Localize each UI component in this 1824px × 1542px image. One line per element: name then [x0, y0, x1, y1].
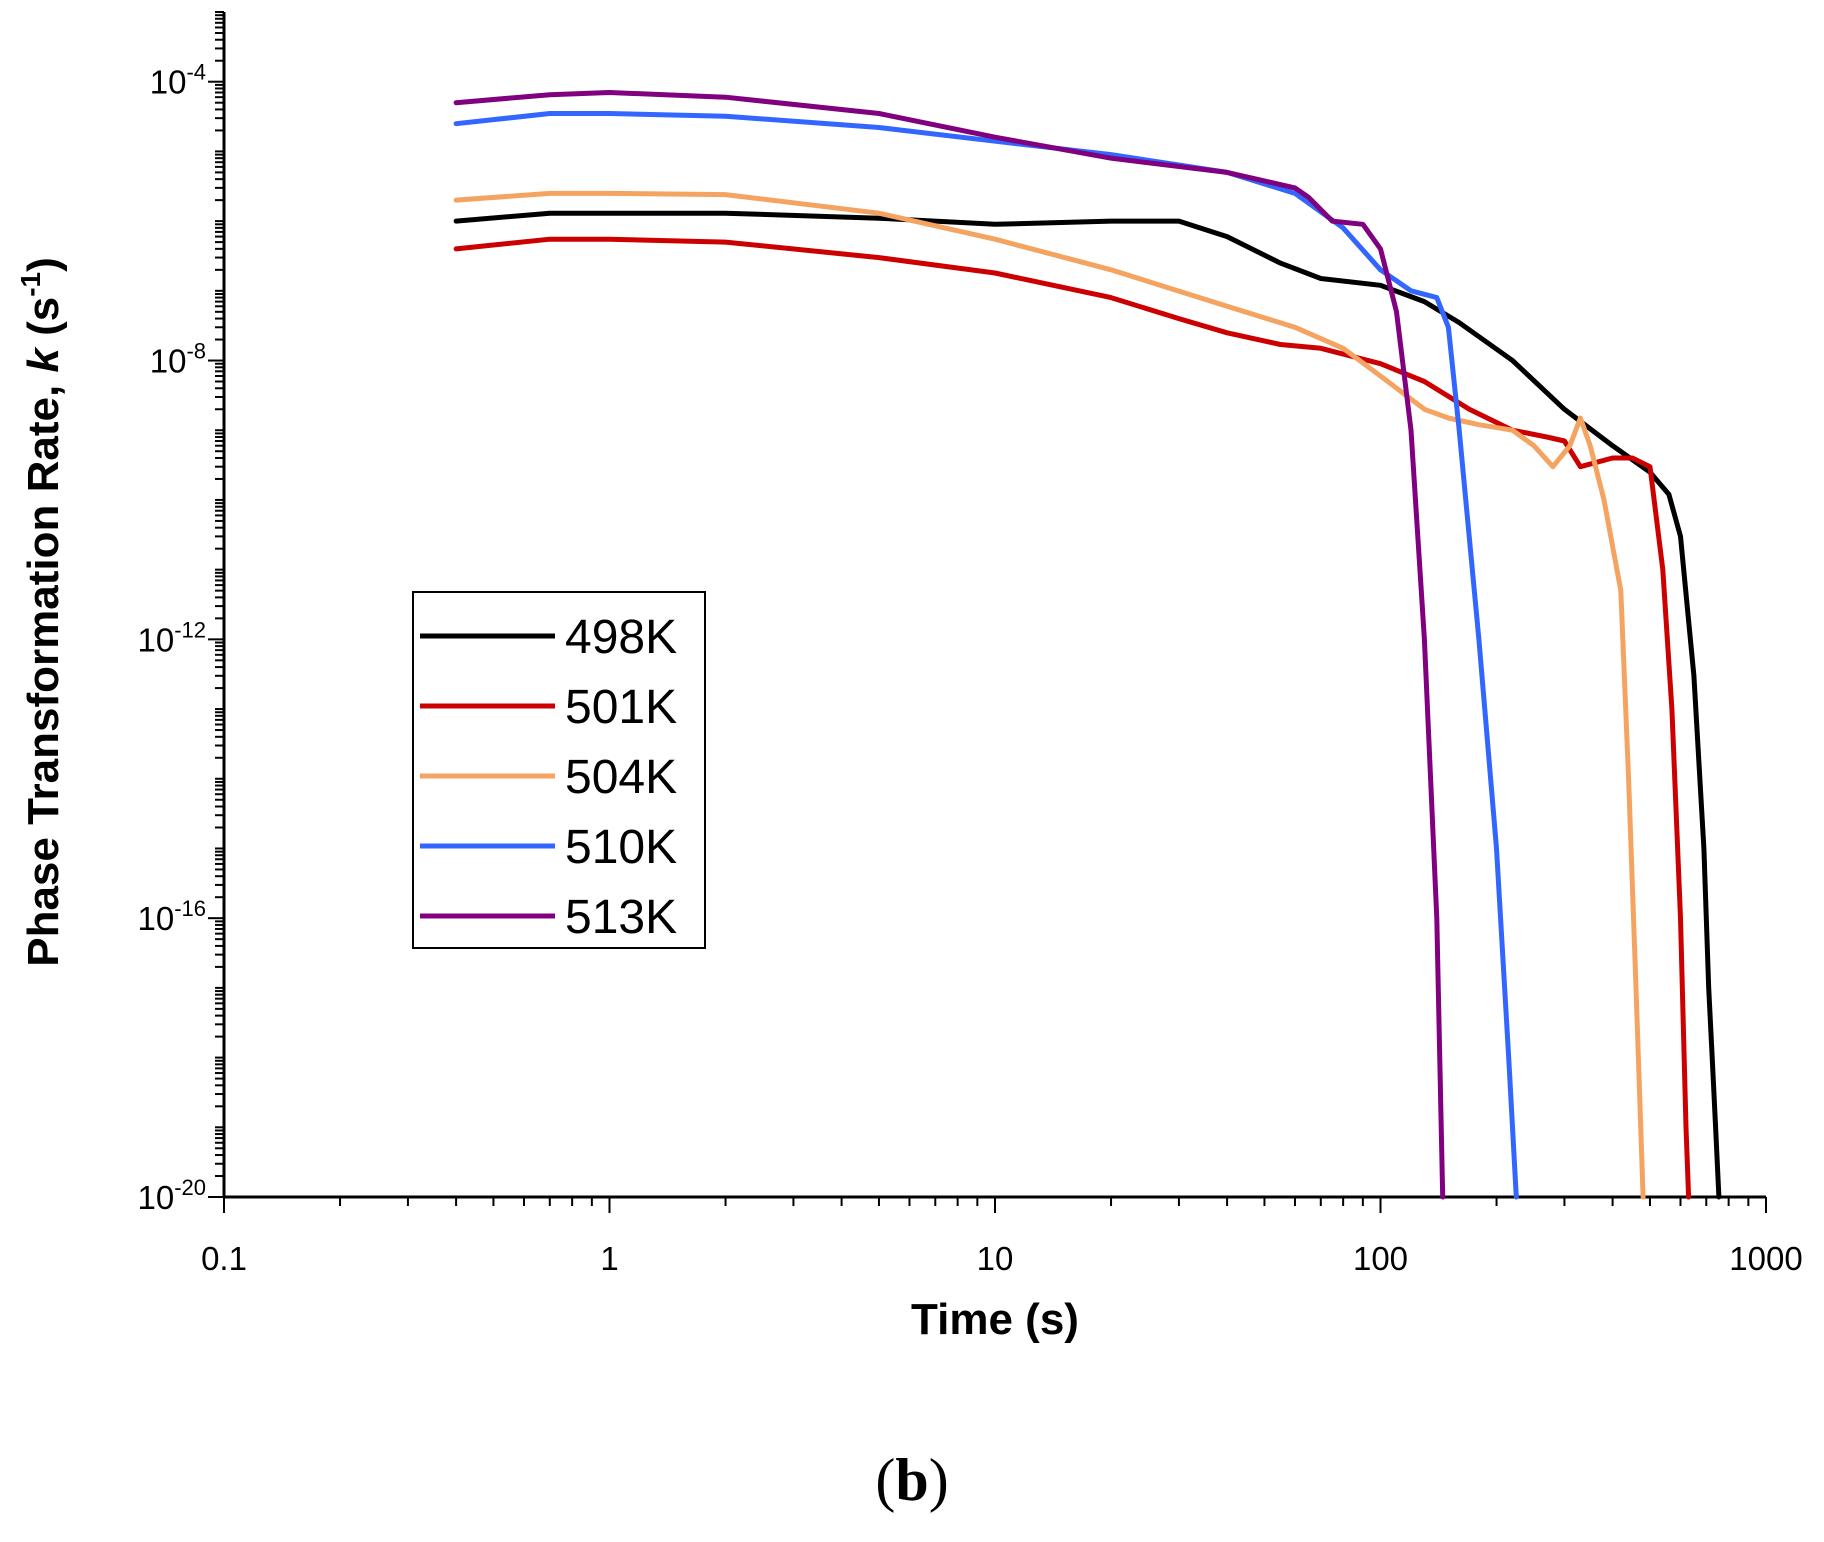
legend: 498K 501K 504K 510K 513K	[412, 591, 706, 949]
legend-label-504K: 504K	[565, 751, 677, 804]
x-tick-label: 1000	[1729, 1240, 1802, 1277]
legend-label-501K: 501K	[565, 681, 677, 734]
x-tick-label: 0.1	[201, 1240, 247, 1277]
y-tick-label: 10-16	[137, 896, 206, 937]
series-line-501K	[453, 236, 1692, 1200]
ticks: 0.1 1 10 100 1000 10-4 10-8 10-12 10-16 10-20	[137, 11, 1803, 1277]
y-tick-label: 10-4	[150, 60, 206, 101]
legend-label-510K: 510K	[565, 821, 677, 874]
series-line-504K	[453, 190, 1646, 1200]
panel-label: (b)	[875, 1447, 948, 1513]
y-axis-title: Phase Transformation Rate, k (s-1)	[15, 257, 68, 967]
x-tick-label: 100	[1353, 1240, 1408, 1277]
legend-label-498K: 498K	[565, 611, 677, 664]
y-tick-label: 10-20	[137, 1175, 206, 1216]
series-group	[453, 90, 1722, 1200]
y-tick-label: 10-8	[150, 339, 206, 380]
x-axis-title: Time (s)	[911, 1295, 1079, 1344]
series-line-513K	[453, 90, 1446, 1200]
y-tick-label: 10-12	[137, 617, 206, 658]
labels: Time (s) Phase Transformation Rate, k (s-…	[15, 257, 1079, 1513]
legend-label-513K: 513K	[565, 891, 677, 944]
x-tick-label: 10	[977, 1240, 1014, 1277]
x-tick-label: 1	[600, 1240, 618, 1277]
series-line-510K	[453, 111, 1519, 1200]
legend-box	[412, 591, 706, 949]
